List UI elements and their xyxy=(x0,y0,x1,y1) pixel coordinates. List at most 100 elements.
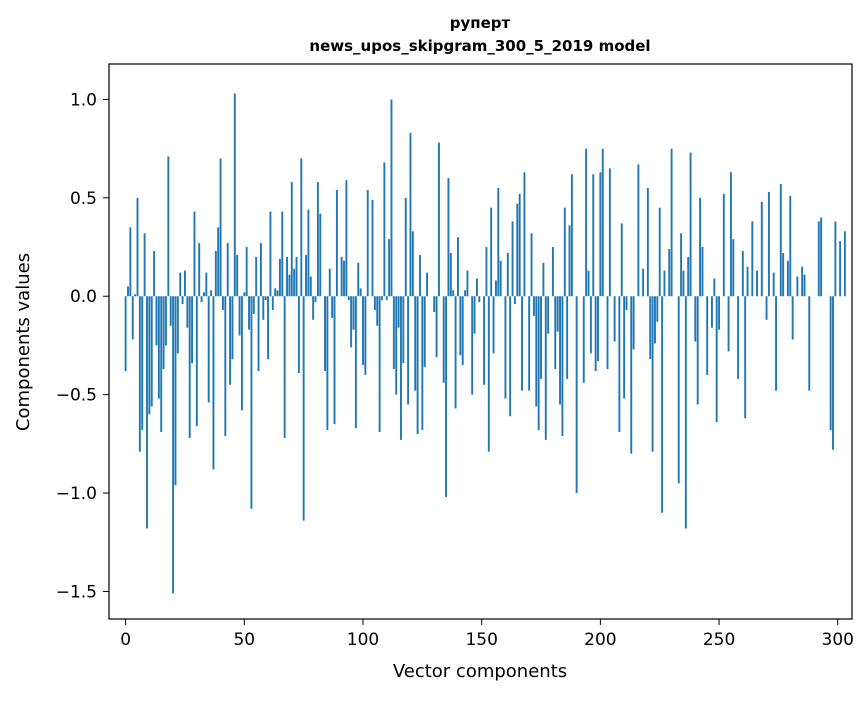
x-tick-label: 150 xyxy=(465,630,497,650)
bar-230 xyxy=(671,149,673,297)
bar-227 xyxy=(664,271,666,297)
bar-266 xyxy=(756,271,758,297)
bar-6 xyxy=(139,296,141,451)
bar-171 xyxy=(531,233,533,296)
bar-242 xyxy=(699,198,701,296)
bar-258 xyxy=(737,296,739,379)
bar-21 xyxy=(175,296,177,485)
bar-72 xyxy=(296,257,298,296)
bar-78 xyxy=(310,277,312,297)
bar-224 xyxy=(656,296,658,322)
bar-140 xyxy=(457,237,459,296)
bar-74 xyxy=(300,158,302,296)
bar-44 xyxy=(229,296,231,385)
bar-104 xyxy=(372,200,374,296)
bar-59 xyxy=(265,296,267,300)
bar-187 xyxy=(569,225,571,296)
bar-163 xyxy=(512,221,514,296)
bar-297 xyxy=(830,296,832,430)
bar-33 xyxy=(203,292,205,296)
bar-132 xyxy=(438,143,440,297)
bar-0 xyxy=(125,296,127,371)
bar-136 xyxy=(448,178,450,296)
bar-214 xyxy=(633,296,635,349)
bar-5 xyxy=(137,198,139,296)
plot-frame xyxy=(109,64,852,619)
bar-220 xyxy=(647,188,649,296)
bar-56 xyxy=(258,296,260,371)
x-tick-label: 50 xyxy=(233,630,255,650)
x-tick-label: 0 xyxy=(120,630,131,650)
bar-293 xyxy=(820,218,822,297)
bar-197 xyxy=(592,174,594,296)
bar-193 xyxy=(583,296,585,383)
bar-274 xyxy=(775,296,777,390)
bar-154 xyxy=(490,208,492,297)
bar-84 xyxy=(324,296,326,371)
bar-167 xyxy=(521,296,523,390)
bar-264 xyxy=(751,221,753,296)
bar-41 xyxy=(222,296,224,310)
bar-67 xyxy=(284,296,286,438)
bar-91 xyxy=(341,257,343,296)
bar-110 xyxy=(386,296,388,300)
bar-102 xyxy=(367,190,369,296)
bar-155 xyxy=(493,296,495,353)
bar-298 xyxy=(832,296,834,450)
bar-203 xyxy=(607,296,609,369)
bar-168 xyxy=(523,172,525,296)
bar-11 xyxy=(151,296,153,406)
bar-235 xyxy=(683,271,685,297)
y-tick-label: 0.0 xyxy=(70,287,97,307)
bar-195 xyxy=(588,271,590,297)
bar-24 xyxy=(182,296,184,304)
bar-88 xyxy=(334,296,336,424)
y-tick-label: 0.5 xyxy=(70,189,97,209)
bar-173 xyxy=(535,296,537,406)
bar-42 xyxy=(224,296,226,436)
bar-151 xyxy=(483,296,485,385)
bar-68 xyxy=(286,257,288,296)
bar-93 xyxy=(345,180,347,296)
bar-63 xyxy=(274,288,276,296)
bar-147 xyxy=(474,296,476,333)
bar-48 xyxy=(239,296,241,335)
bar-122 xyxy=(414,296,416,390)
bar-141 xyxy=(459,296,461,355)
bar-280 xyxy=(789,196,791,296)
bar-234 xyxy=(680,233,682,296)
bar-142 xyxy=(462,296,464,365)
bar-94 xyxy=(348,296,350,300)
bar-301 xyxy=(839,241,841,296)
bar-20 xyxy=(172,296,174,593)
bar-52 xyxy=(248,296,250,329)
x-tick-label: 200 xyxy=(584,630,616,650)
bar-109 xyxy=(383,162,385,296)
bar-210 xyxy=(623,296,625,398)
bar-299 xyxy=(834,221,836,296)
bar-252 xyxy=(723,194,725,296)
bar-226 xyxy=(661,296,663,512)
bar-97 xyxy=(355,296,357,428)
bar-221 xyxy=(649,296,651,359)
bar-166 xyxy=(519,194,521,296)
chart-title-line2: news_upos_skipgram_300_5_2019 model xyxy=(309,37,650,55)
bar-10 xyxy=(148,296,150,414)
bar-240 xyxy=(694,296,696,341)
y-axis-label: Components values xyxy=(13,253,34,431)
bar-198 xyxy=(595,296,597,371)
bar-162 xyxy=(509,296,511,416)
bar-29 xyxy=(194,212,196,297)
bar-117 xyxy=(402,296,404,363)
bar-3 xyxy=(132,296,134,339)
bar-98 xyxy=(357,263,359,296)
bar-37 xyxy=(213,296,215,469)
bar-286 xyxy=(804,275,806,297)
bar-172 xyxy=(533,296,535,316)
bar-71 xyxy=(293,269,295,297)
bar-206 xyxy=(614,296,616,341)
bar-211 xyxy=(626,296,628,310)
bar-92 xyxy=(343,261,345,296)
bar-152 xyxy=(485,247,487,296)
